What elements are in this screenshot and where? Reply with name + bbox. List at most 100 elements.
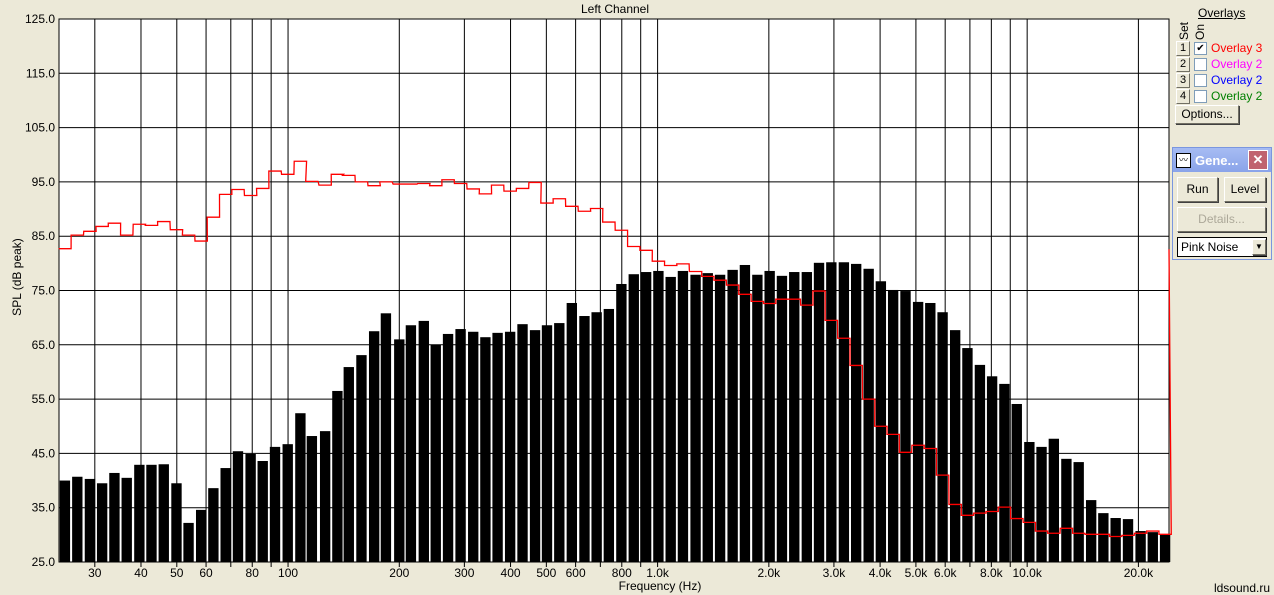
on-column-label: On xyxy=(1193,23,1207,40)
y-tick-label: 65.0 xyxy=(32,338,56,352)
overlay-row: 1 ✔ Overlay 3 xyxy=(1176,40,1262,56)
spectrum-bar xyxy=(776,275,788,562)
overlay-row: 4 Overlay 2 xyxy=(1176,88,1262,104)
overlay-on-checkbox[interactable] xyxy=(1194,57,1207,71)
chart-title: Left Channel xyxy=(580,2,650,16)
spectrum-bar xyxy=(134,464,145,562)
spectrum-bar xyxy=(306,436,318,562)
spectrum-bar xyxy=(1085,500,1097,562)
overlay-set-button[interactable]: 2 xyxy=(1176,56,1190,72)
signal-select[interactable]: Pink Noise ▼ xyxy=(1177,237,1267,257)
spectrum-bar xyxy=(418,320,429,562)
spectrum-bar xyxy=(1011,403,1022,562)
x-tick-label: 500 xyxy=(536,566,556,580)
details-button[interactable]: Details... xyxy=(1177,207,1266,232)
x-tick-label: 10.0k xyxy=(1012,566,1042,580)
overlay-row: 3 Overlay 2 xyxy=(1176,72,1262,88)
spectrum-bar xyxy=(368,331,380,562)
x-tick-label: 50 xyxy=(170,566,184,580)
overlay-on-checkbox[interactable] xyxy=(1194,89,1207,103)
spectrum-bar xyxy=(195,509,207,562)
y-tick-label: 95.0 xyxy=(32,175,56,189)
generator-window: 〰 Gene... ✕ Run Level Details... Pink No… xyxy=(1172,147,1272,260)
x-tick-label: 1.0k xyxy=(646,566,670,580)
chevron-down-icon[interactable]: ▼ xyxy=(1252,239,1266,255)
x-tick-label: 300 xyxy=(454,566,474,580)
spectrum-bar xyxy=(986,376,998,562)
spectrum-bar xyxy=(764,270,775,562)
spectrum-bar xyxy=(442,333,454,562)
overlay-label: Overlay 2 xyxy=(1211,57,1263,71)
spectrum-bar xyxy=(702,273,713,562)
overlay-on-checkbox[interactable] xyxy=(1194,73,1207,87)
spectrum-bar xyxy=(974,364,986,562)
generator-title: Gene... xyxy=(1195,152,1239,168)
x-tick-label: 3.0k xyxy=(823,566,847,580)
spectrum-bar xyxy=(925,302,936,562)
y-tick-label: 45.0 xyxy=(32,446,56,460)
spectrum-bar xyxy=(356,355,367,562)
spectrum-bar xyxy=(1159,534,1171,562)
x-tick-label: 600 xyxy=(566,566,586,580)
x-tick-label: 6.0k xyxy=(934,566,958,580)
spectrum-bar xyxy=(245,453,256,562)
x-tick-label: 40 xyxy=(134,566,148,580)
spectrum-bar xyxy=(146,464,157,562)
spectrum-bar xyxy=(455,329,466,562)
overlay-on-checkbox[interactable]: ✔ xyxy=(1194,41,1207,55)
spectrum-bar xyxy=(319,431,331,562)
y-tick-label: 25.0 xyxy=(32,555,56,569)
spectrum-bar xyxy=(999,383,1010,562)
spectrum-bar xyxy=(405,325,417,562)
spectrum-bar xyxy=(96,483,108,562)
overlay-label: Overlay 2 xyxy=(1211,73,1263,87)
y-tick-label: 35.0 xyxy=(32,501,56,515)
spectrum-bar xyxy=(529,330,541,562)
x-tick-label: 100 xyxy=(278,566,298,580)
spectrum-bar xyxy=(59,480,71,562)
x-tick-label: 800 xyxy=(612,566,632,580)
y-tick-label: 115.0 xyxy=(26,66,55,80)
x-tick-label: 400 xyxy=(501,566,521,580)
spectrum-bar xyxy=(850,263,862,562)
spectrum-bar xyxy=(158,464,169,562)
spectrum-bar xyxy=(380,313,392,562)
waveform-icon: 〰 xyxy=(1176,152,1191,168)
spectrum-bar xyxy=(1048,438,1060,562)
x-tick-label: 4.0k xyxy=(869,566,893,580)
watermark: ldsound.ru xyxy=(1213,581,1270,595)
spectrum-bar xyxy=(480,337,491,562)
x-tick-label: 30 xyxy=(88,566,102,580)
spectrum-bar xyxy=(257,461,268,562)
spectrum-bar xyxy=(616,283,627,562)
signal-value: Pink Noise xyxy=(1181,240,1239,254)
spectrum-bar xyxy=(72,476,83,562)
overlay-set-button[interactable]: 3 xyxy=(1176,72,1190,88)
spectrum-bar xyxy=(640,272,652,562)
spectrum-bar xyxy=(295,413,306,562)
spectrum-bar xyxy=(554,323,565,562)
options-button[interactable]: Options... xyxy=(1175,105,1239,124)
spectrum-bar xyxy=(628,274,639,562)
close-button[interactable]: ✕ xyxy=(1248,150,1268,170)
spectrum-bar xyxy=(1147,532,1158,562)
overlay-row: 2 Overlay 2 xyxy=(1176,56,1262,72)
spectrum-bar xyxy=(591,312,602,562)
spectrum-bar xyxy=(343,367,354,562)
generator-titlebar[interactable]: 〰 Gene... ✕ xyxy=(1173,148,1271,172)
spectrum-bar xyxy=(1135,531,1146,562)
spectrum-bar xyxy=(468,331,479,562)
run-button[interactable]: Run xyxy=(1177,177,1218,202)
y-tick-label: 75.0 xyxy=(32,284,56,298)
y-axis-label: SPL (dB peak) xyxy=(10,238,24,316)
spectrum-bar xyxy=(517,324,528,562)
spectrum-bar xyxy=(875,281,887,562)
spectrum-bar xyxy=(171,483,182,562)
level-button[interactable]: Level xyxy=(1224,177,1266,202)
overlay-set-button[interactable]: 1 xyxy=(1176,40,1190,56)
set-column-label: Set xyxy=(1177,21,1191,40)
overlay-set-button[interactable]: 4 xyxy=(1176,88,1190,104)
spectrum-bar xyxy=(269,446,281,562)
spectrum-bar xyxy=(84,478,96,562)
x-axis-label: Frequency (Hz) xyxy=(618,579,702,593)
